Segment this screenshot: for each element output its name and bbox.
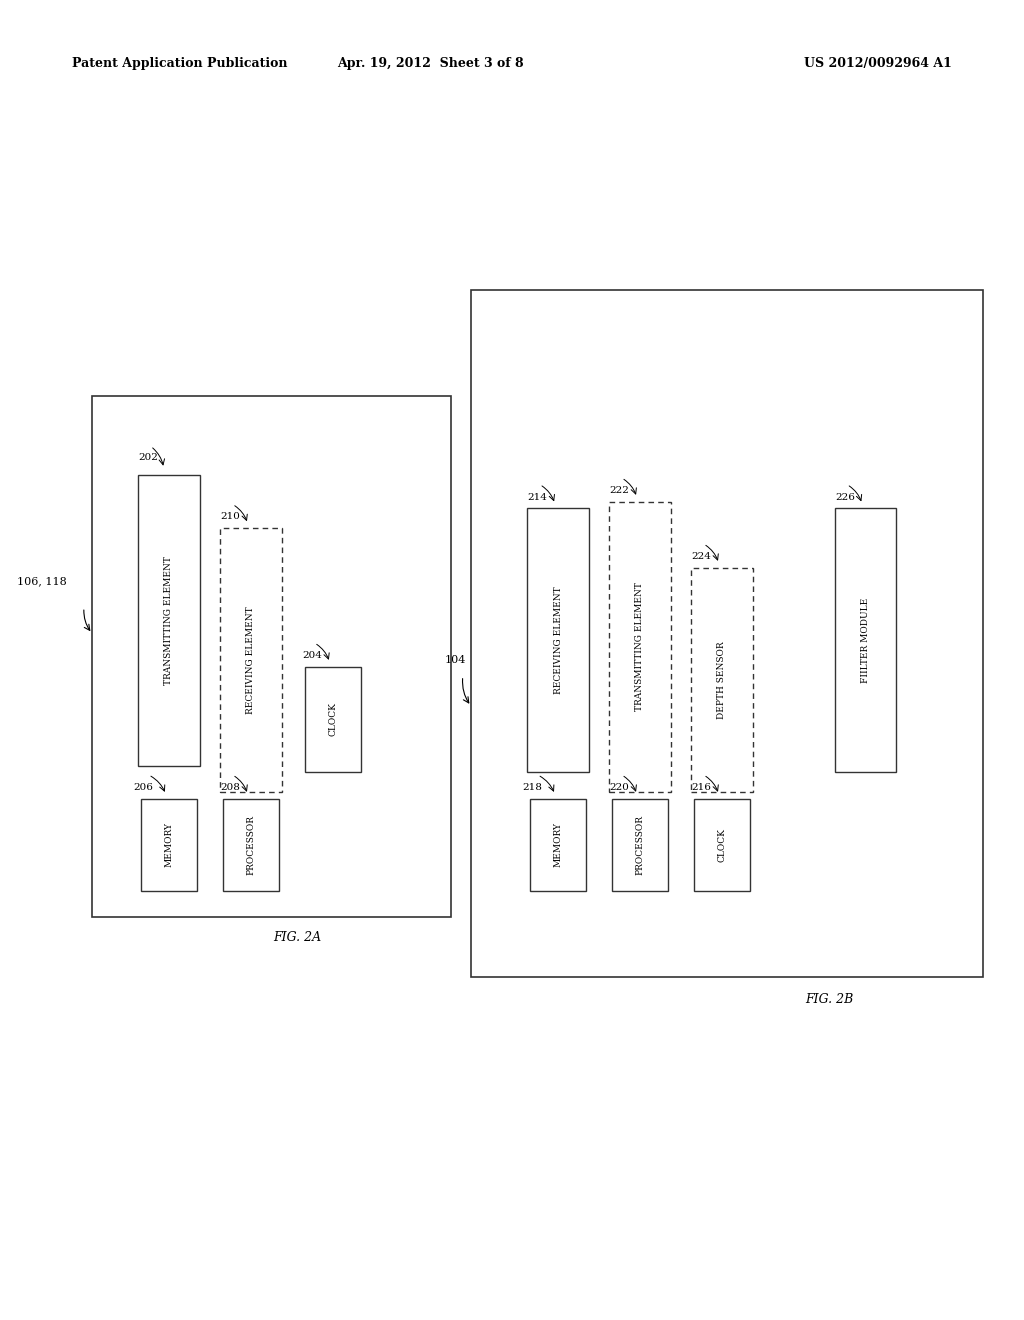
Text: US 2012/0092964 A1: US 2012/0092964 A1 xyxy=(805,57,952,70)
Text: PROCESSOR: PROCESSOR xyxy=(636,814,644,875)
Text: FIG. 2A: FIG. 2A xyxy=(273,931,321,944)
Bar xyxy=(220,528,282,792)
Text: DEPTH SENSOR: DEPTH SENSOR xyxy=(718,642,726,718)
Text: FIG. 2B: FIG. 2B xyxy=(805,993,854,1006)
Text: 206: 206 xyxy=(133,783,154,792)
Text: Patent Application Publication: Patent Application Publication xyxy=(72,57,287,70)
Text: CLOCK: CLOCK xyxy=(718,828,726,862)
Text: 210: 210 xyxy=(220,512,241,521)
Text: MEMORY: MEMORY xyxy=(165,822,173,867)
Text: TRANSMITTING ELEMENT: TRANSMITTING ELEMENT xyxy=(165,556,173,685)
Bar xyxy=(609,502,671,792)
Bar xyxy=(305,667,360,772)
Text: 226: 226 xyxy=(835,492,855,502)
Text: 204: 204 xyxy=(302,651,323,660)
Text: 106, 118: 106, 118 xyxy=(16,576,67,586)
Text: MEMORY: MEMORY xyxy=(554,822,562,867)
Bar xyxy=(141,799,197,891)
Text: Apr. 19, 2012  Sheet 3 of 8: Apr. 19, 2012 Sheet 3 of 8 xyxy=(337,57,523,70)
Text: 202: 202 xyxy=(138,453,159,462)
Bar xyxy=(527,508,589,772)
Text: CLOCK: CLOCK xyxy=(329,702,337,737)
Text: 216: 216 xyxy=(691,783,712,792)
Text: FIILTER MODULE: FIILTER MODULE xyxy=(861,598,869,682)
Text: 220: 220 xyxy=(609,783,630,792)
Bar xyxy=(612,799,669,891)
Text: 104: 104 xyxy=(444,655,466,665)
Text: 214: 214 xyxy=(527,492,548,502)
Bar xyxy=(530,799,587,891)
Text: PROCESSOR: PROCESSOR xyxy=(247,814,255,875)
Bar xyxy=(835,508,896,772)
Text: RECEIVING ELEMENT: RECEIVING ELEMENT xyxy=(247,606,255,714)
Text: TRANSMITTING ELEMENT: TRANSMITTING ELEMENT xyxy=(636,582,644,711)
Text: 222: 222 xyxy=(609,486,630,495)
Bar xyxy=(694,799,750,891)
Bar xyxy=(471,290,983,977)
Bar xyxy=(691,568,753,792)
Bar xyxy=(223,799,279,891)
Text: RECEIVING ELEMENT: RECEIVING ELEMENT xyxy=(554,586,562,694)
Bar xyxy=(138,475,200,766)
Bar xyxy=(92,396,451,917)
Text: 218: 218 xyxy=(522,783,543,792)
Text: 224: 224 xyxy=(691,552,712,561)
Text: 208: 208 xyxy=(220,783,241,792)
